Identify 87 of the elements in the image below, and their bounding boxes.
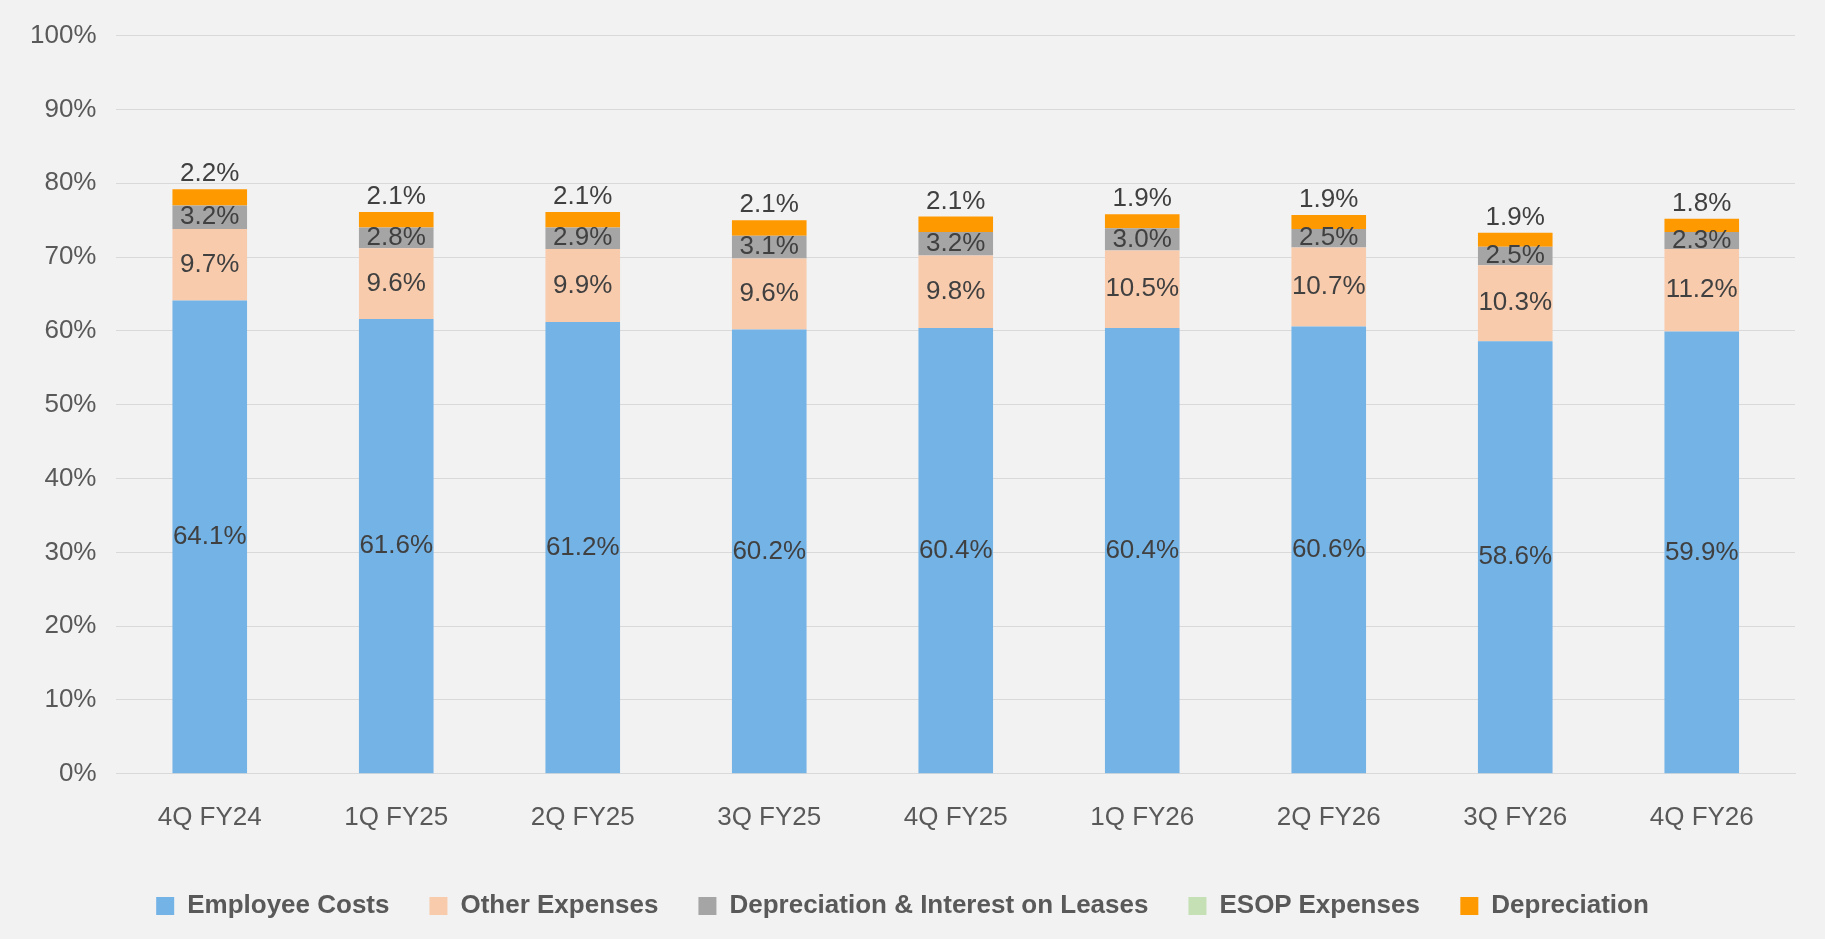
- data-label: 59.9%: [1664, 535, 1739, 566]
- y-tick-label: 30%: [44, 535, 97, 566]
- data-label: 3.2%: [180, 200, 240, 231]
- data-label: 3.1%: [739, 230, 799, 261]
- bar: [172, 229, 248, 301]
- data-label: 2.2%: [180, 157, 240, 188]
- y-tick-label: 90%: [44, 92, 97, 123]
- bar: [918, 327, 994, 774]
- y-tick-label: 70%: [44, 240, 97, 271]
- bar: [1104, 250, 1180, 328]
- data-label: 2.1%: [366, 180, 426, 211]
- y-tick-label: 20%: [44, 609, 97, 640]
- data-label: 10.7%: [1291, 270, 1366, 301]
- bar: [545, 248, 621, 323]
- y-tick-label: 60%: [44, 314, 97, 345]
- data-label: 60.4%: [918, 533, 993, 564]
- bar: [1664, 248, 1740, 332]
- bar: [731, 258, 807, 330]
- data-label: 2.1%: [553, 180, 613, 211]
- x-tick-label: 3Q FY25: [717, 800, 822, 831]
- data-label: 61.2%: [545, 530, 620, 561]
- bar: [1291, 247, 1367, 327]
- legend-label: ESOP Expenses: [1219, 889, 1420, 920]
- x-tick-label: 2Q FY26: [1276, 800, 1381, 831]
- x-tick-label: 1Q FY26: [1090, 800, 1195, 831]
- y-tick-label: 40%: [44, 461, 97, 492]
- bar: [1104, 327, 1180, 774]
- data-label: 11.2%: [1665, 273, 1738, 304]
- data-label: 3.0%: [1112, 222, 1172, 253]
- y-tick-label: 10%: [44, 683, 97, 714]
- data-label: 9.8%: [926, 274, 986, 305]
- bar: [1664, 331, 1740, 774]
- bar: [172, 189, 248, 206]
- bar: [1291, 326, 1367, 774]
- bar: [1477, 232, 1553, 247]
- legend-label: Employee Costs: [187, 889, 390, 920]
- bar: [1477, 265, 1553, 342]
- bar: [731, 329, 807, 774]
- x-tick-label: 4Q FY24: [157, 800, 262, 831]
- bar: [918, 255, 994, 328]
- x-tick-label: 3Q FY26: [1463, 800, 1568, 831]
- data-label: 2.8%: [366, 221, 426, 252]
- bar: [1104, 214, 1180, 229]
- data-label: 10.5%: [1105, 272, 1180, 303]
- bar: [918, 216, 994, 232]
- data-label: 9.6%: [366, 266, 426, 297]
- bar: [1477, 341, 1553, 774]
- data-label: 60.6%: [1291, 533, 1366, 564]
- data-label: 61.6%: [359, 529, 434, 560]
- bar: [358, 319, 434, 774]
- y-tick-label: 0%: [58, 756, 97, 787]
- data-label: 2.5%: [1485, 239, 1545, 270]
- data-label: 60.2%: [732, 534, 807, 565]
- data-label: 9.9%: [553, 268, 613, 299]
- data-label: 3.2%: [926, 226, 986, 257]
- bar: [731, 220, 807, 236]
- y-tick-label: 50%: [44, 387, 97, 418]
- x-tick-label: 4Q FY26: [1649, 800, 1754, 831]
- data-label: 2.3%: [1672, 223, 1732, 254]
- bar: [1664, 218, 1740, 232]
- x-tick-label: 1Q FY25: [344, 800, 449, 831]
- bar: [358, 212, 434, 228]
- data-label: 2.1%: [926, 184, 986, 215]
- data-label: 9.7%: [180, 247, 240, 278]
- data-label: 1.9%: [1299, 183, 1359, 214]
- data-label: 1.9%: [1485, 200, 1545, 231]
- data-label: 1.8%: [1672, 186, 1732, 217]
- legend-label: Depreciation: [1491, 889, 1649, 920]
- legend-label: Depreciation & Interest on Leases: [729, 889, 1149, 920]
- bar: [358, 248, 434, 320]
- bar: [545, 212, 621, 228]
- data-label: 2.1%: [739, 188, 799, 219]
- x-tick-label: 2Q FY25: [530, 800, 635, 831]
- data-label: 58.6%: [1478, 540, 1553, 571]
- data-label: 1.9%: [1112, 182, 1172, 213]
- y-tick-label: 80%: [44, 166, 97, 197]
- data-label: 2.9%: [553, 221, 613, 252]
- data-label: 10.3%: [1478, 286, 1553, 317]
- x-tick-label: 4Q FY25: [903, 800, 1008, 831]
- data-label: 64.1%: [172, 520, 247, 551]
- data-label: 60.4%: [1105, 533, 1180, 564]
- bar: [545, 322, 621, 774]
- data-label: 9.6%: [739, 277, 799, 308]
- y-tick-label: 100%: [30, 18, 97, 49]
- bar: [172, 300, 248, 774]
- legend-label: Other Expenses: [460, 889, 659, 920]
- data-label: 2.5%: [1299, 221, 1359, 252]
